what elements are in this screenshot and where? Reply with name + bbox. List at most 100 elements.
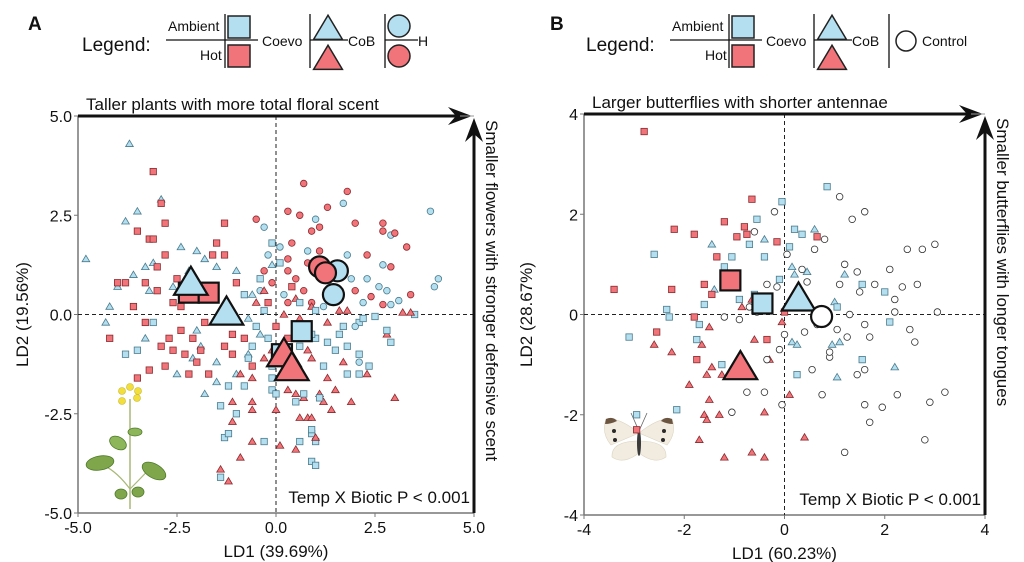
plant-leaf [131, 486, 145, 498]
data-point-circle [288, 239, 296, 247]
data-point-circle [363, 251, 371, 259]
data-point-triangle [717, 370, 727, 378]
data-point-triangle [737, 302, 747, 311]
butterfly-spot [662, 429, 666, 433]
data-point-circle [379, 227, 387, 235]
data-point-triangle [311, 433, 321, 441]
y-tick-label: 0 [569, 308, 578, 325]
data-point-triangle [784, 390, 795, 398]
data-point-square [300, 390, 308, 398]
data-point-circle [835, 193, 844, 201]
data-point-square [740, 223, 748, 231]
data-point-circle [296, 211, 304, 219]
data-point-square [387, 338, 395, 346]
data-point-triangle [212, 377, 222, 386]
data-point-square [240, 382, 248, 390]
butterfly-spot [612, 429, 616, 433]
legend-control-circle [895, 30, 917, 52]
plant-flower [133, 394, 141, 402]
p-value-annotation: Temp X Biotic P < 0.001 [288, 488, 470, 507]
data-point-square [308, 457, 316, 465]
data-point-square [220, 251, 229, 259]
data-point-circle [898, 283, 906, 291]
butterfly-wing [611, 440, 640, 461]
data-point-triangle [704, 395, 714, 403]
y-tick-label: 2 [569, 207, 578, 224]
data-point-triangle [777, 317, 787, 326]
centroid-hot-cob [273, 349, 311, 382]
data-point-triangle [216, 464, 226, 473]
plant-flower [118, 397, 126, 405]
data-point-circle [351, 219, 359, 227]
data-point-triangle [168, 282, 178, 290]
data-point-circle [893, 391, 901, 399]
data-point-triangle [291, 389, 301, 398]
data-point-square [693, 356, 701, 364]
data-point-square [695, 320, 703, 329]
data-point-square [359, 314, 367, 323]
data-point-circle [720, 313, 729, 321]
data-point-square [700, 280, 708, 289]
x-tick-label: 5.0 [463, 520, 485, 537]
x-tick-label: -5.0 [64, 520, 92, 537]
data-point-triangle [667, 347, 677, 356]
data-point-circle [911, 338, 919, 346]
data-point-square [240, 291, 248, 299]
data-point-triangle [279, 310, 289, 318]
data-point-triangle [832, 372, 842, 381]
legend-hot-h-circle [387, 44, 411, 68]
data-point-square [205, 370, 213, 378]
data-point-triangle [243, 314, 253, 322]
legend-ambient-label: Ambient [168, 18, 220, 34]
plant-flower [134, 387, 142, 395]
data-point-square [311, 306, 320, 315]
data-point-circle [773, 283, 781, 291]
data-point-square [690, 230, 698, 238]
legend-ambient-label: Ambient [672, 18, 724, 34]
data-point-square [292, 398, 300, 406]
data-point-square [173, 275, 181, 283]
data-point-square [106, 334, 114, 342]
data-point-square [181, 350, 189, 358]
x-tick-label: -2 [677, 522, 691, 539]
data-point-square [264, 298, 272, 307]
data-point-triangle [200, 389, 210, 398]
data-point-square [129, 302, 138, 311]
right-arrow-label: Smaller flowers with stronger defensive … [482, 120, 501, 461]
legend-cob-label: CoB [852, 33, 880, 49]
data-point-square [153, 263, 161, 271]
data-point-square [296, 342, 304, 350]
data-point-triangle [259, 286, 269, 294]
data-point-square [260, 306, 268, 315]
data-point-square [733, 233, 741, 241]
plant-leaf [127, 427, 143, 437]
centroid-ambient-cob [779, 280, 818, 312]
data-point-square [197, 346, 205, 354]
data-points [81, 139, 443, 485]
data-point-triangle [176, 242, 186, 251]
data-point-circle [833, 325, 841, 334]
data-point-square [114, 279, 122, 287]
y-tick-label: -5.0 [44, 506, 72, 523]
data-point-circle [379, 300, 387, 309]
centroid-ambient-cob [172, 264, 210, 296]
data-point-circle [926, 398, 934, 406]
centroid-hot-coevo [719, 269, 742, 292]
data-point-circle [284, 255, 292, 263]
data-point-triangle [275, 441, 285, 449]
centroid-ambient-cob [207, 294, 246, 326]
data-point-square [773, 238, 781, 246]
data-point-circle [280, 290, 288, 299]
data-point-triangle [251, 298, 261, 306]
data-point-circle [810, 245, 819, 254]
data-point-square [713, 253, 721, 261]
data-point-square [790, 225, 799, 233]
data-point-triangle [124, 139, 135, 147]
data-point-triangle [247, 290, 257, 298]
data-point-triangle [342, 306, 352, 314]
data-point-triangle [227, 417, 237, 425]
data-point-circle [861, 208, 869, 216]
data-point-triangle [714, 410, 724, 418]
legend-title: Legend: [82, 35, 151, 56]
data-point-square [720, 218, 728, 226]
